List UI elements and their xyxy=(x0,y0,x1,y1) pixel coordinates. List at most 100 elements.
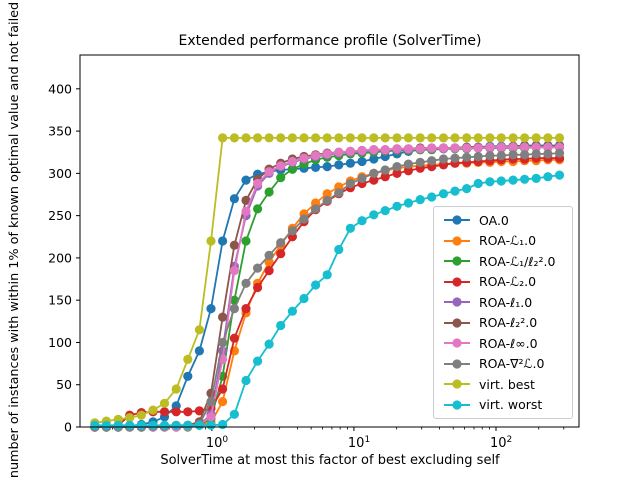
series-marker xyxy=(543,172,553,182)
y-tick-label: 200 xyxy=(48,250,72,265)
series-marker xyxy=(450,186,460,196)
legend-label: OA.0 xyxy=(479,212,509,228)
series-marker xyxy=(403,166,413,176)
series-marker xyxy=(450,153,460,163)
series-marker xyxy=(369,210,379,220)
series-marker xyxy=(241,375,251,386)
legend-marker-icon xyxy=(444,215,470,225)
series-marker xyxy=(334,133,344,143)
series-marker xyxy=(159,407,170,417)
series-marker xyxy=(299,293,309,304)
series-marker xyxy=(264,250,274,260)
series-marker xyxy=(206,397,216,407)
series-marker xyxy=(206,236,216,246)
series-marker xyxy=(485,151,495,161)
legend-item: ROA-ℒ₁/ℓ₂².0 xyxy=(434,251,572,271)
series-marker xyxy=(194,325,204,335)
series-marker xyxy=(334,244,344,255)
series-marker xyxy=(462,184,472,194)
series-marker xyxy=(218,312,228,322)
series-marker xyxy=(357,133,367,143)
series-marker xyxy=(183,407,193,417)
series-marker xyxy=(194,346,204,356)
series-marker xyxy=(299,153,309,163)
series-marker xyxy=(241,206,251,216)
series-marker xyxy=(462,133,472,143)
legend-label: ROA-ℓ₁.0 xyxy=(479,294,533,310)
series-marker xyxy=(299,133,309,143)
series-marker xyxy=(508,142,518,152)
series-marker xyxy=(183,420,193,430)
series-marker xyxy=(345,178,355,189)
series-marker xyxy=(345,133,355,143)
legend-label: ROA-ℒ₁/ℓ₂².0 xyxy=(479,253,556,269)
series-marker xyxy=(148,405,158,415)
series-marker xyxy=(520,133,530,143)
series-marker xyxy=(427,156,437,166)
series-marker xyxy=(496,133,506,143)
series-marker xyxy=(322,270,332,280)
series-marker xyxy=(311,151,321,161)
series-marker xyxy=(369,154,379,164)
series-marker xyxy=(485,133,495,143)
y-tick-label: 400 xyxy=(48,81,72,96)
series-marker xyxy=(334,147,344,157)
series-marker xyxy=(462,143,472,153)
series-marker xyxy=(183,371,193,381)
series-marker xyxy=(253,133,263,143)
series-marker xyxy=(554,170,565,180)
series-marker xyxy=(403,133,413,143)
series-marker xyxy=(520,142,530,152)
series-marker xyxy=(125,420,135,430)
series-marker xyxy=(276,320,286,331)
legend-marker-icon xyxy=(444,256,470,266)
y-tick-label: 250 xyxy=(48,208,72,223)
series-marker xyxy=(206,412,216,422)
series-marker xyxy=(543,142,553,152)
series-marker xyxy=(311,133,321,143)
series-marker xyxy=(287,156,297,167)
y-tick-label: 150 xyxy=(48,293,72,308)
series-marker xyxy=(380,172,390,182)
y-tick-label: 300 xyxy=(48,166,72,181)
y-tick-label: 350 xyxy=(48,124,72,139)
series-marker xyxy=(485,177,495,187)
series-marker xyxy=(264,339,274,349)
series-marker xyxy=(438,133,449,143)
legend-marker-icon xyxy=(444,277,470,287)
legend-label: ROA-ℓ₂².0 xyxy=(479,315,538,331)
series-marker xyxy=(380,206,390,216)
series-marker xyxy=(369,168,379,178)
legend-item: virt. worst xyxy=(434,395,572,415)
series-marker xyxy=(485,142,495,152)
series-marker xyxy=(427,192,437,202)
series-marker xyxy=(276,133,286,143)
series-marker xyxy=(241,278,251,288)
legend-item: ROA-ℓ∞.0 xyxy=(434,333,572,353)
series-marker xyxy=(520,150,530,160)
series-marker xyxy=(264,187,274,197)
legend-label: ROA-∇²ℒ.0 xyxy=(479,356,545,372)
series-marker xyxy=(392,201,402,211)
series-marker xyxy=(287,133,297,143)
series-marker xyxy=(241,133,251,143)
series-marker xyxy=(218,419,228,430)
series-marker xyxy=(554,148,565,158)
series-marker xyxy=(531,173,541,183)
series-marker xyxy=(322,162,332,172)
series-marker xyxy=(438,189,449,199)
x-tick-label: 100 xyxy=(206,435,229,451)
series-marker xyxy=(345,146,355,156)
series-marker xyxy=(520,174,530,184)
series-marker xyxy=(253,356,263,366)
series-marker xyxy=(392,168,402,178)
series-marker xyxy=(90,420,100,430)
chart-title: Extended performance profile (SolverTime… xyxy=(178,33,482,49)
legend: OA.0 ROA-ℒ₁.0 ROA-ℒ₁/ℓ₂².0 ROA-ℒ₂.0 ROA-ℓ₁.0… xyxy=(433,206,573,419)
legend-marker-icon xyxy=(444,359,470,369)
series-marker xyxy=(171,407,181,417)
series-marker xyxy=(543,133,553,143)
series-marker xyxy=(264,167,274,177)
series-marker xyxy=(218,337,228,348)
